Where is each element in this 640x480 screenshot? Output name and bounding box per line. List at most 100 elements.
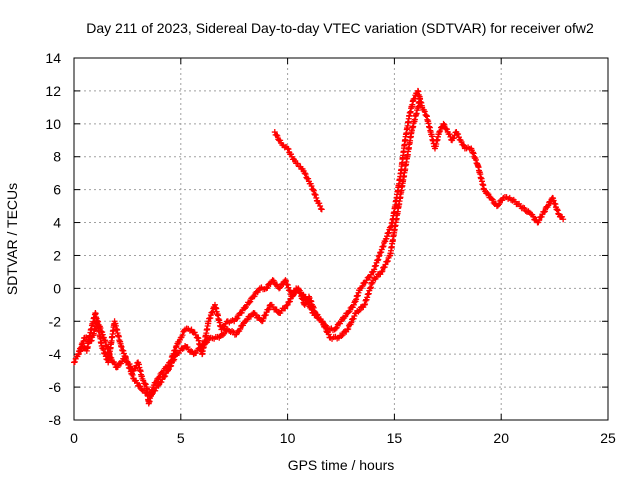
x-tick-label: 15 bbox=[387, 430, 403, 446]
trace-point bbox=[179, 332, 186, 339]
trace-point bbox=[251, 293, 258, 300]
trace-point bbox=[443, 126, 450, 133]
trace-point bbox=[319, 318, 326, 325]
trace-point bbox=[161, 373, 168, 380]
data-point bbox=[436, 129, 443, 136]
y-tick-label: 12 bbox=[45, 83, 61, 99]
trace-point bbox=[134, 379, 141, 386]
trace-point bbox=[239, 322, 246, 329]
trace-point bbox=[265, 306, 272, 313]
trace-point bbox=[132, 365, 139, 372]
data-point bbox=[318, 206, 325, 213]
trace-point bbox=[524, 209, 531, 216]
trace-point bbox=[140, 377, 147, 384]
trace-point bbox=[536, 217, 543, 224]
trace-point bbox=[290, 292, 297, 299]
trace-point bbox=[305, 300, 312, 307]
trace-point bbox=[152, 387, 159, 394]
trace-point bbox=[302, 171, 309, 178]
trace-point bbox=[108, 354, 115, 361]
x-tick-label: 10 bbox=[280, 430, 296, 446]
trace-point bbox=[273, 132, 280, 139]
trace-point bbox=[155, 374, 162, 381]
trace-point bbox=[221, 330, 228, 337]
x-tick-label: 5 bbox=[177, 430, 185, 446]
trace-point bbox=[304, 299, 311, 306]
trace-point bbox=[260, 315, 267, 322]
trace-point bbox=[541, 208, 548, 215]
trace-point bbox=[322, 324, 329, 331]
x-tick-label: 25 bbox=[600, 430, 616, 446]
trace-point bbox=[237, 326, 244, 333]
y-tick-label: -4 bbox=[49, 346, 62, 362]
trace-point bbox=[359, 283, 366, 290]
y-tick-label: 8 bbox=[53, 149, 61, 165]
trace-point bbox=[333, 324, 340, 331]
trace-point bbox=[221, 323, 228, 330]
x-tick-label: 20 bbox=[493, 430, 509, 446]
trace-point bbox=[171, 356, 178, 363]
trace-point bbox=[521, 205, 528, 212]
trace-point bbox=[252, 311, 259, 318]
trace-point bbox=[496, 201, 503, 208]
trace-point bbox=[273, 306, 280, 313]
plot-frame bbox=[73, 57, 609, 421]
trace-point bbox=[313, 312, 320, 319]
trace-point bbox=[141, 380, 148, 387]
trace-point bbox=[162, 373, 169, 380]
trace-point bbox=[296, 287, 303, 294]
trace-point bbox=[247, 298, 254, 305]
trace-point bbox=[325, 331, 332, 338]
trace-point bbox=[158, 379, 165, 386]
trace-point bbox=[379, 268, 386, 275]
trace-point bbox=[488, 195, 495, 202]
trace-point bbox=[509, 197, 516, 204]
chart-title: Day 211 of 2023, Sidereal Day-to-day VTE… bbox=[86, 20, 594, 36]
trace-point bbox=[244, 316, 251, 323]
trace-point bbox=[338, 333, 345, 340]
trace-point bbox=[455, 131, 462, 138]
trace-point bbox=[421, 108, 428, 115]
trace-point bbox=[494, 202, 501, 209]
trace-point bbox=[196, 346, 203, 353]
trace-point bbox=[538, 213, 545, 220]
trace-point bbox=[233, 315, 240, 322]
trace-point bbox=[277, 284, 284, 291]
trace-point bbox=[373, 274, 380, 281]
trace-point bbox=[484, 189, 491, 196]
trace-point bbox=[489, 196, 496, 203]
x-axis-label: GPS time / hours bbox=[288, 457, 395, 473]
trace-point bbox=[193, 349, 200, 356]
data-point bbox=[164, 367, 171, 374]
data-points bbox=[71, 87, 567, 407]
data-point bbox=[440, 120, 447, 127]
trace-point bbox=[264, 284, 271, 291]
trace-point bbox=[346, 308, 353, 315]
trace-point bbox=[342, 313, 349, 320]
trace-point bbox=[137, 383, 144, 390]
data-point bbox=[560, 216, 567, 223]
trace-point bbox=[184, 344, 191, 351]
trace-point bbox=[332, 325, 339, 332]
trace-point bbox=[265, 305, 272, 312]
trace-point bbox=[148, 391, 155, 398]
trace-point bbox=[234, 315, 241, 322]
trace-point bbox=[246, 299, 253, 306]
trace-point bbox=[114, 363, 121, 370]
trace-point bbox=[277, 137, 284, 144]
trace-point bbox=[350, 315, 357, 322]
data-point bbox=[284, 301, 291, 308]
trace-point bbox=[355, 308, 362, 315]
trace-point bbox=[308, 306, 315, 313]
trace-point bbox=[289, 293, 296, 300]
trace-point bbox=[168, 362, 175, 369]
y-tick-label: -2 bbox=[49, 313, 62, 329]
y-tick-label: -6 bbox=[49, 379, 62, 395]
trace-point bbox=[238, 309, 245, 316]
trace-point bbox=[219, 332, 226, 339]
y-tick-label: 4 bbox=[53, 215, 61, 231]
trace-point bbox=[437, 128, 444, 135]
trace-point bbox=[460, 141, 467, 148]
trace-point bbox=[302, 293, 309, 300]
